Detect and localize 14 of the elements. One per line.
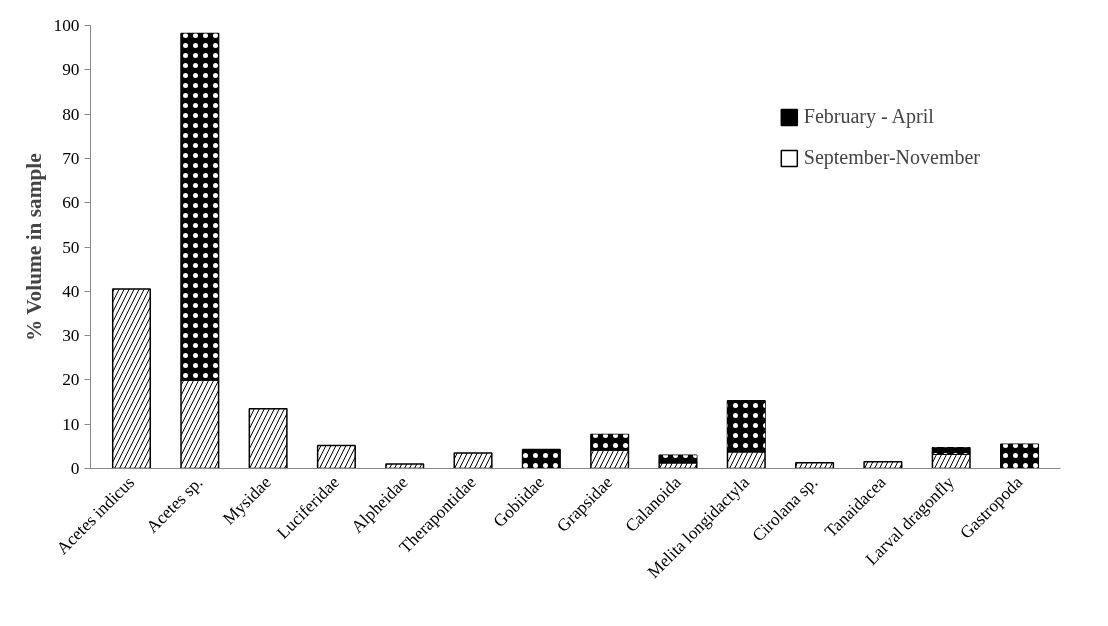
y-tick-label: 100 — [53, 16, 80, 35]
y-tick-label: 20 — [62, 370, 80, 390]
y-tick-label: 70 — [62, 148, 80, 168]
y-tick-label: 0 — [70, 459, 80, 478]
legend-label: February - April — [803, 105, 934, 128]
y-tick-label: 90 — [62, 60, 80, 80]
y-tick-label: 10 — [62, 414, 80, 434]
y-tick-label: 30 — [62, 326, 80, 346]
y-tick-label: 50 — [62, 237, 80, 257]
y-tick-label: 80 — [62, 104, 80, 124]
y-axis-title: % Volume in sample — [21, 153, 46, 342]
legend-label: September-November — [803, 146, 980, 169]
y-tick-label: 60 — [62, 193, 80, 213]
y-tick-label: 40 — [62, 281, 80, 301]
